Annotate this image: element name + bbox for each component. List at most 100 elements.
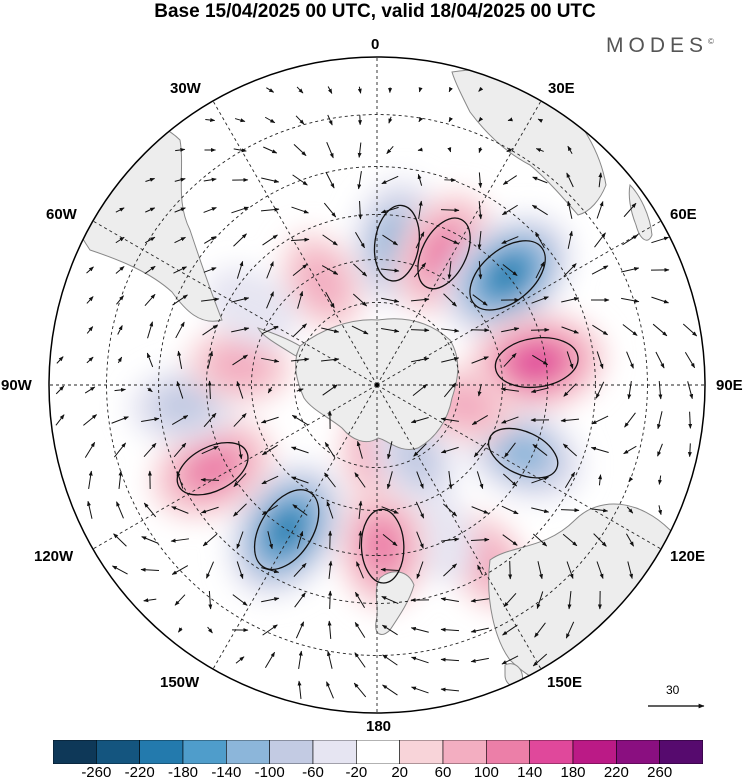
wind-vector: [596, 561, 604, 579]
wind-vector: [354, 621, 366, 638]
wind-vector: [291, 357, 310, 362]
colorbar-bin: [399, 740, 444, 764]
wind-vector: [416, 471, 424, 489]
wind-vector: [443, 503, 458, 517]
wind-vector: [382, 654, 398, 666]
meridian-line: [376, 384, 662, 550]
wind-vector: [208, 590, 213, 610]
wind-vector: [113, 442, 127, 458]
wind-vector: [622, 324, 638, 336]
wind-vector: [231, 297, 250, 303]
wind-vector: [440, 657, 460, 662]
wind-vector: [171, 415, 189, 425]
wind-vector: [291, 206, 309, 214]
wind-vector: [531, 204, 548, 216]
wind-vector: [56, 356, 64, 364]
wind-vector: [326, 141, 334, 159]
wind-vector: [266, 291, 274, 309]
wind-vector: [117, 356, 123, 364]
wind-vector: [415, 501, 425, 519]
colorbar-bin: [312, 740, 357, 764]
wind-vector: [324, 472, 336, 488]
wind-vector: [83, 414, 98, 426]
wind-vector: [117, 325, 123, 335]
wind-vector: [416, 531, 424, 549]
wind-vector: [623, 202, 637, 218]
wind-vector: [478, 147, 483, 154]
wind-vector: [231, 206, 250, 214]
wind-vector: [412, 383, 428, 397]
wind-vector: [537, 118, 544, 123]
wind-vector: [567, 230, 573, 249]
wind-vector: [416, 561, 424, 579]
wind-vector: [262, 234, 278, 246]
anomaly-blue-45e: [441, 213, 574, 338]
antarctic-peninsula: [257, 327, 301, 357]
wind-vector: [388, 116, 393, 124]
wind-vector: [141, 417, 160, 422]
wind-vector: [501, 236, 519, 244]
wind-vector: [626, 351, 634, 369]
wind-vector: [203, 412, 217, 428]
wind-vector: [86, 356, 94, 364]
wind-vector: [144, 265, 156, 275]
wind-vector: [502, 473, 518, 487]
contour-loop: [360, 508, 405, 584]
wind-vector: [500, 387, 519, 392]
colorbar-label: 100: [473, 764, 499, 781]
wind-vector: [55, 414, 65, 426]
wind-vector: [651, 236, 670, 244]
wind-vector: [566, 561, 574, 579]
wind-vector: [592, 324, 609, 336]
wind-vector: [322, 234, 338, 246]
wind-vector: [591, 265, 609, 275]
wind-vector: [235, 656, 245, 664]
wind-vectors: [55, 86, 698, 700]
meridian-line: [212, 100, 378, 386]
wind-vector: [658, 380, 663, 400]
wind-vector: [293, 143, 307, 157]
wind-vector: [476, 471, 484, 490]
wind-vector: [357, 86, 362, 94]
wind-vector: [353, 263, 368, 277]
colorbar-label: 140: [517, 764, 543, 781]
meridian-line: [92, 220, 378, 386]
colorbar-label: -220: [124, 764, 155, 781]
wind-vector: [232, 354, 248, 366]
wind-vector: [532, 533, 548, 547]
wind-vector: [205, 118, 216, 123]
wind-vector: [297, 680, 302, 700]
wind-vector: [144, 236, 156, 244]
wind-vector: [386, 146, 394, 155]
anomaly-level: [207, 342, 272, 389]
wind-vector: [448, 86, 453, 93]
wind-vector: [261, 567, 280, 574]
wind-vector: [267, 531, 274, 550]
wind-vector: [175, 147, 186, 152]
wind-vector: [263, 146, 278, 154]
wind-vector: [170, 538, 189, 543]
wind-vector: [323, 202, 337, 218]
wind-vector: [590, 446, 609, 453]
wind-vector: [625, 533, 635, 547]
wind-vector: [535, 148, 544, 153]
wind-vector: [560, 508, 580, 513]
wind-vector: [477, 383, 482, 397]
wind-vector: [86, 266, 94, 274]
wind-vector: [567, 590, 572, 610]
wind-vector: [682, 323, 698, 337]
wind-vector: [206, 561, 214, 579]
contour-loop: [487, 427, 559, 479]
meridian-line: [376, 100, 542, 386]
wind-vector: [261, 504, 278, 516]
wind-vector: [415, 231, 425, 249]
wind-vector: [171, 565, 189, 575]
wind-vector: [357, 142, 362, 158]
wind-vector: [293, 563, 307, 577]
wind-vector: [178, 627, 183, 633]
colorbar: [53, 740, 703, 764]
wind-vector: [530, 387, 549, 394]
wind-vector: [503, 353, 517, 367]
wind-vector: [657, 411, 663, 430]
wind-vector: [291, 446, 309, 454]
